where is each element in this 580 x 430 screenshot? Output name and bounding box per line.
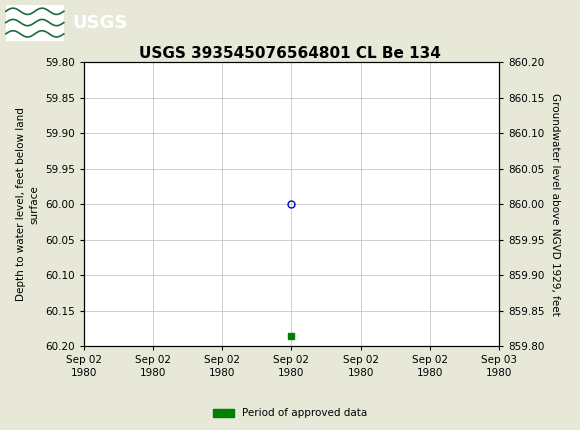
Text: USGS: USGS — [72, 14, 128, 31]
Y-axis label: Depth to water level, feet below land
surface: Depth to water level, feet below land su… — [16, 108, 39, 301]
Y-axis label: Groundwater level above NGVD 1929, feet: Groundwater level above NGVD 1929, feet — [550, 93, 560, 316]
Legend: Period of approved data: Period of approved data — [209, 404, 371, 423]
Text: USGS 393545076564801 CL Be 134: USGS 393545076564801 CL Be 134 — [139, 46, 441, 61]
FancyBboxPatch shape — [6, 4, 64, 41]
